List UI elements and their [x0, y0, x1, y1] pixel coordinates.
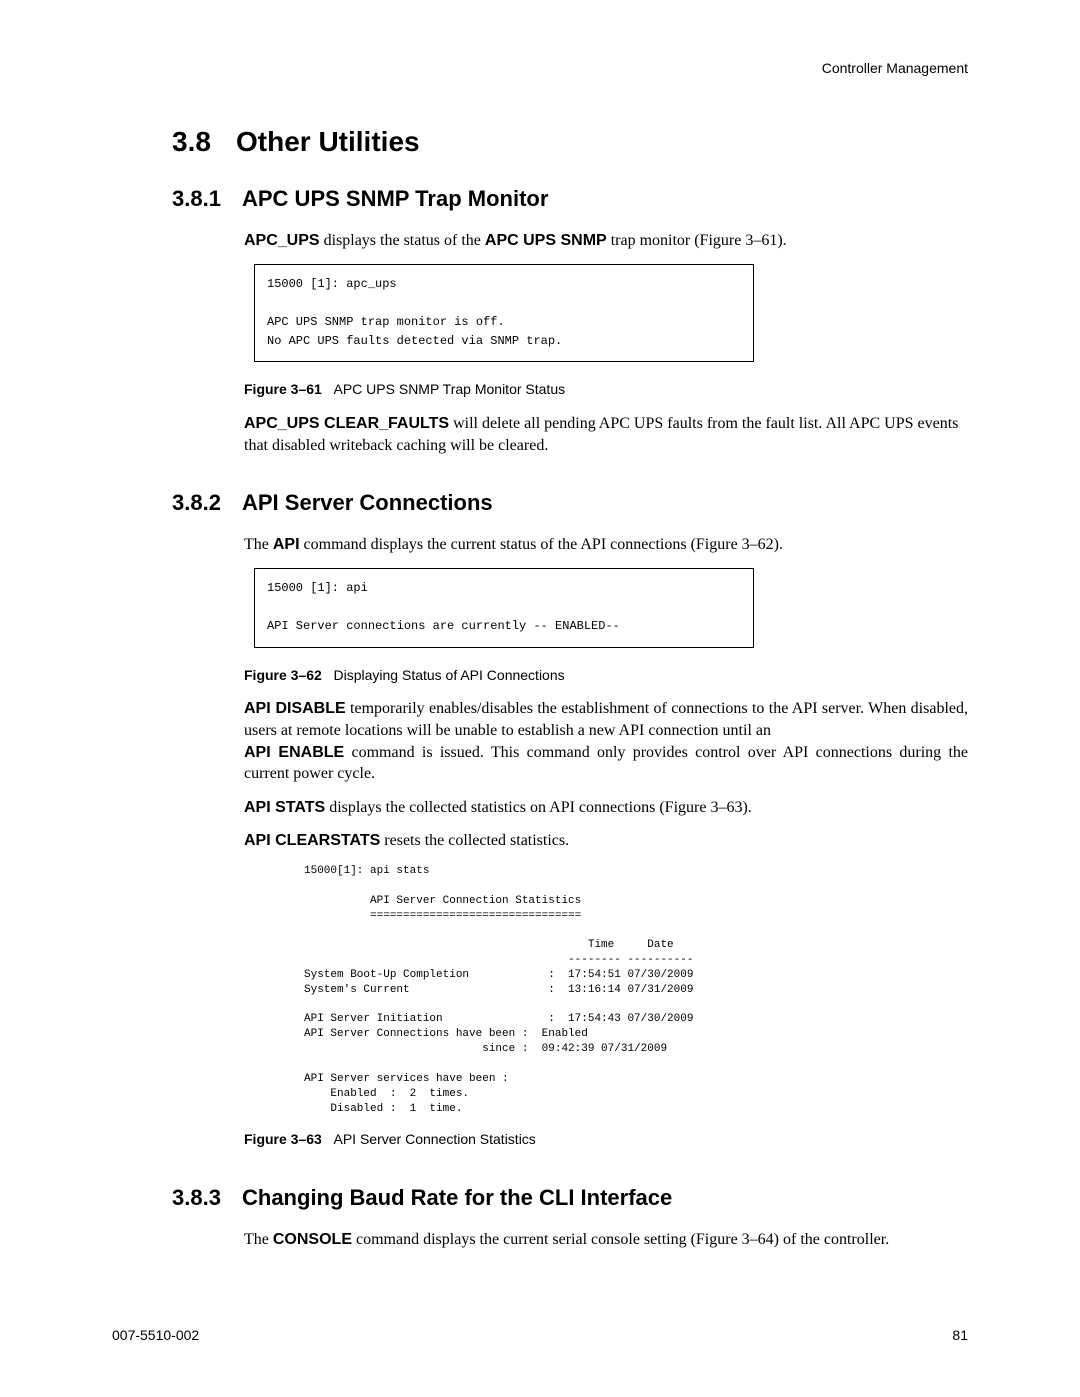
paragraph: APC_UPS CLEAR_FAULTS will delete all pen…: [244, 413, 968, 456]
inline-bold: API DISABLE: [244, 700, 346, 717]
inline-bold: CONSOLE: [273, 1231, 352, 1248]
subsection-number: 3.8.1: [172, 186, 242, 212]
subsection-title: API Server Connections: [242, 490, 493, 515]
code-block-apc-ups: 15000 [1]: apc_ups APC UPS SNMP trap mon…: [254, 264, 754, 363]
figure-caption-3-61: Figure 3–61 APC UPS SNMP Trap Monitor St…: [244, 380, 968, 399]
inline-text: command is issued. This command only pro…: [244, 744, 968, 783]
running-head: Controller Management: [112, 60, 968, 76]
footer-doc-number: 007-5510-002: [112, 1327, 199, 1343]
inline-text: temporarily enables/disables the establi…: [244, 700, 968, 739]
inline-text: trap monitor (Figure 3–61).: [607, 232, 787, 249]
figure-label: Figure 3–61: [244, 381, 322, 397]
paragraph: API DISABLE temporarily enables/disables…: [244, 698, 968, 784]
inline-bold: API STATS: [244, 799, 325, 816]
figure-text: Displaying Status of API Connections: [334, 667, 565, 683]
paragraph: API STATS displays the collected statist…: [244, 797, 968, 819]
paragraph: The CONSOLE command displays the current…: [244, 1229, 968, 1251]
inline-bold: APC_UPS: [244, 232, 320, 249]
subsection-title: APC UPS SNMP Trap Monitor: [242, 186, 548, 211]
subsection-heading-3-8-3: 3.8.3Changing Baud Rate for the CLI Inte…: [112, 1185, 968, 1211]
inline-text: command displays the current serial cons…: [352, 1231, 889, 1248]
figure-label: Figure 3–63: [244, 1131, 322, 1147]
inline-text: displays the collected statistics on API…: [325, 799, 752, 816]
subsection-heading-3-8-2: 3.8.2API Server Connections: [112, 490, 968, 516]
inline-text: The: [244, 1231, 273, 1248]
inline-text: The: [244, 536, 273, 553]
figure-label: Figure 3–62: [244, 667, 322, 683]
inline-text: command displays the current status of t…: [300, 536, 783, 553]
inline-bold: API CLEARSTATS: [244, 832, 380, 849]
subsection-heading-3-8-1: 3.8.1APC UPS SNMP Trap Monitor: [112, 186, 968, 212]
code-block-api-stats: 15000[1]: api stats API Server Connectio…: [304, 864, 968, 1116]
inline-bold: APC_UPS CLEAR_FAULTS: [244, 415, 449, 432]
figure-text: API Server Connection Statistics: [334, 1131, 536, 1147]
subsection-number: 3.8.3: [172, 1185, 242, 1211]
figure-caption-3-62: Figure 3–62 Displaying Status of API Con…: [244, 666, 968, 685]
figure-text: APC UPS SNMP Trap Monitor Status: [334, 381, 566, 397]
figure-caption-3-63: Figure 3–63 API Server Connection Statis…: [244, 1130, 968, 1149]
inline-text: resets the collected statistics.: [380, 832, 569, 849]
section-title: Other Utilities: [236, 126, 420, 157]
subsection-number: 3.8.2: [172, 490, 242, 516]
inline-bold: APC UPS SNMP: [485, 232, 607, 249]
code-block-api: 15000 [1]: api API Server connections ar…: [254, 568, 754, 648]
inline-bold: API: [273, 536, 300, 553]
section-heading-3-8: 3.8Other Utilities: [112, 126, 968, 158]
subsection-title: Changing Baud Rate for the CLI Interface: [242, 1185, 672, 1210]
footer-page-number: 81: [952, 1327, 968, 1343]
section-number: 3.8: [172, 126, 236, 158]
inline-text: displays the status of the: [320, 232, 485, 249]
paragraph: API CLEARSTATS resets the collected stat…: [244, 830, 968, 852]
inline-bold: API ENABLE: [244, 744, 344, 761]
paragraph: APC_UPS displays the status of the APC U…: [244, 230, 968, 252]
paragraph: The API command displays the current sta…: [244, 534, 968, 556]
